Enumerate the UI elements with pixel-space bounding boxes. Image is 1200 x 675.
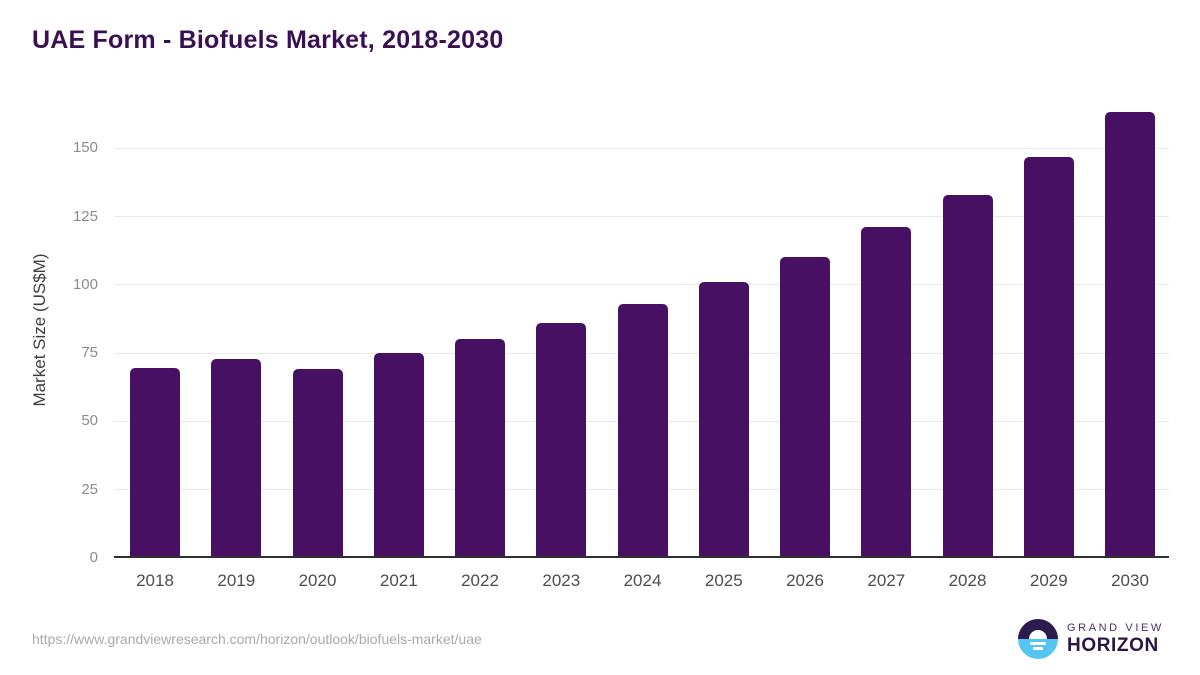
bar-2026 xyxy=(780,257,830,558)
bar-2018 xyxy=(130,367,180,558)
y-tick-label-0: 0 xyxy=(89,549,98,566)
gridline-100 xyxy=(114,284,1169,286)
gridline-150 xyxy=(114,147,1169,149)
bar-2025 xyxy=(698,281,749,558)
logo-reflection-line-2 xyxy=(1033,647,1043,650)
bar-2030 xyxy=(1105,112,1155,558)
x-tick-label-2028: 2028 xyxy=(948,571,987,590)
source-url: https://www.grandviewresearch.com/horizo… xyxy=(32,631,482,647)
x-tick-label-2018: 2018 xyxy=(136,571,174,590)
chart-title: UAE Form - Biofuels Market, 2018-2030 xyxy=(32,26,504,54)
x-tick-label-2023: 2023 xyxy=(542,571,581,590)
horizon-sun-logo-icon xyxy=(1018,619,1058,659)
logo-sun-shape xyxy=(1029,630,1047,639)
bar-2029 xyxy=(1023,156,1074,558)
logo-reflection-line-1 xyxy=(1030,642,1046,645)
y-tick-label-75: 75 xyxy=(81,344,98,362)
y-tick-label-150: 150 xyxy=(72,139,98,157)
logo-horizon-text: HORIZON xyxy=(1067,634,1159,656)
bar-2028 xyxy=(942,195,993,558)
x-tick-label-2030: 2030 xyxy=(1111,571,1149,590)
y-tick-label-25: 25 xyxy=(81,480,98,498)
brand-logo: GRAND VIEW HORIZON xyxy=(1018,619,1164,659)
bar-2024 xyxy=(617,303,668,558)
x-axis-line xyxy=(114,556,1169,558)
logo-text: GRAND VIEW HORIZON xyxy=(1067,622,1164,657)
x-tick-label-2021: 2021 xyxy=(379,571,418,590)
x-tick-label-2020: 2020 xyxy=(298,571,337,590)
x-tick-label-2022: 2022 xyxy=(461,571,499,590)
x-tick-label-2026: 2026 xyxy=(786,571,824,590)
gridline-125 xyxy=(114,216,1169,217)
x-tick-label-2029: 2029 xyxy=(1029,571,1068,590)
bar-2020 xyxy=(292,368,343,558)
x-tick-label-2024: 2024 xyxy=(623,571,662,590)
logo-grand-view-text: GRAND VIEW xyxy=(1067,621,1164,634)
bar-2022 xyxy=(455,338,505,558)
y-tick-label-50: 50 xyxy=(81,412,98,430)
x-tick-label-2027: 2027 xyxy=(867,571,906,590)
x-tick-label-2019: 2019 xyxy=(217,571,256,590)
bar-2023 xyxy=(536,322,587,558)
y-tick-label-100: 100 xyxy=(72,275,98,293)
x-tick-label-2025: 2025 xyxy=(704,571,743,590)
bar-2021 xyxy=(373,353,424,558)
y-tick-label-125: 125 xyxy=(72,207,98,225)
bar-2027 xyxy=(861,227,912,558)
bar-2019 xyxy=(211,358,262,558)
